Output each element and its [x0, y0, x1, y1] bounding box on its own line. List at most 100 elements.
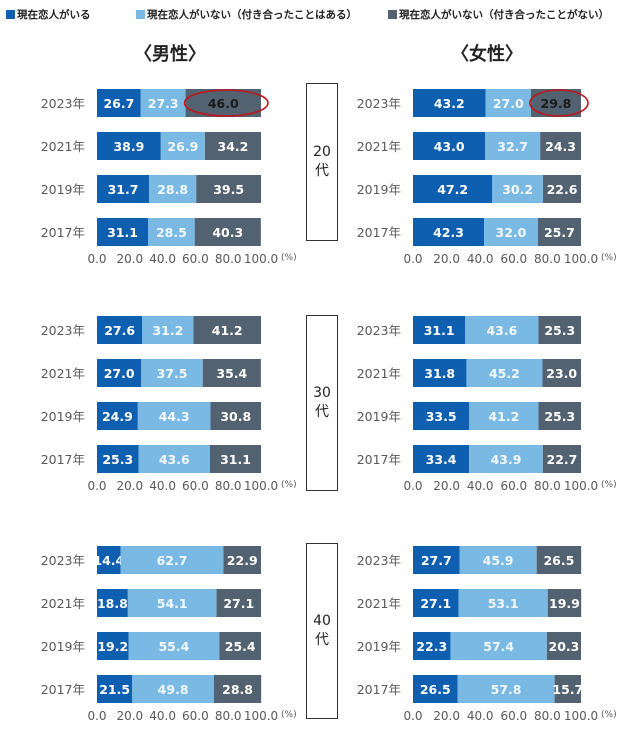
axis-tick-label: 60.0: [182, 252, 209, 266]
bar-segment: [210, 402, 261, 430]
axis-unit-label: (%): [281, 480, 297, 490]
year-label: 2023年: [357, 553, 401, 568]
bar-segment: [536, 546, 582, 574]
data-label: 25.3: [102, 452, 133, 467]
data-label: 53.1: [488, 596, 519, 611]
axis-tick-label: 0.0: [87, 252, 106, 266]
bar-segment: [484, 218, 538, 246]
data-label: 45.2: [489, 366, 520, 381]
axis-tick-label: 80.0: [534, 479, 561, 493]
axis-tick-label: 100.0: [564, 479, 598, 493]
bar-segment: [196, 175, 261, 203]
year-label: 2021年: [41, 366, 85, 381]
data-label: 25.3: [544, 409, 575, 424]
data-label: 30.2: [502, 182, 533, 197]
axis-tick-label: 40.0: [149, 252, 176, 266]
data-label: 41.2: [212, 323, 243, 338]
bar-segment: [538, 316, 581, 344]
bar-segment: [465, 316, 539, 344]
year-label: 2019年: [41, 182, 85, 197]
bar-segment: [209, 445, 261, 473]
bar-segment: [97, 132, 161, 160]
year-label: 2019年: [41, 409, 85, 424]
bar-segment: [194, 218, 261, 246]
bar-segment: [137, 402, 211, 430]
bar-segment: [554, 675, 581, 703]
data-label: 45.9: [483, 553, 514, 568]
data-label: 39.5: [213, 182, 244, 197]
data-label: 35.4: [216, 366, 247, 381]
data-label: 22.9: [227, 553, 258, 568]
bar-segment: [538, 402, 581, 430]
legend-item-no-partner-dated: 現在恋人がいない（付き合ったことはある）: [136, 6, 357, 24]
bar-segment: [485, 132, 541, 160]
year-label: 2023年: [41, 323, 85, 338]
data-label: 62.7: [157, 553, 188, 568]
bar-segment: [413, 632, 451, 660]
highlight-circle: [183, 89, 269, 117]
data-label: 19.2: [97, 639, 128, 654]
bar-segment: [542, 445, 581, 473]
bar-segment: [542, 359, 581, 387]
data-label: 27.3: [148, 96, 179, 111]
year-label: 2017年: [357, 225, 401, 240]
axis-unit-label: (%): [601, 480, 617, 490]
bar-segment: [120, 546, 224, 574]
data-label: 54.1: [157, 596, 188, 611]
axis-tick-label: 100.0: [244, 709, 278, 723]
data-label: 33.4: [426, 452, 457, 467]
age-box-40s: 40 代: [306, 543, 338, 719]
bar-segment: [413, 546, 460, 574]
bar-segment: [97, 359, 142, 387]
age-number: 30: [313, 385, 331, 401]
axis-tick-label: 20.0: [116, 479, 143, 493]
axis-tick-label: 40.0: [467, 252, 494, 266]
axis-tick-label: 80.0: [215, 252, 242, 266]
data-label: 55.4: [158, 639, 189, 654]
data-label: 20.3: [549, 639, 580, 654]
data-label: 25.4: [225, 639, 256, 654]
axis-tick-label: 100.0: [564, 709, 598, 723]
year-label: 2017年: [41, 225, 85, 240]
data-label: 27.1: [223, 596, 254, 611]
bar-segment: [413, 359, 467, 387]
bar-segment: [148, 218, 195, 246]
data-label: 26.7: [103, 96, 134, 111]
bar-segment: [223, 546, 261, 574]
bar-segment: [413, 218, 485, 246]
legend-item-has-partner: 現在恋人がいる: [6, 6, 91, 24]
year-label: 2021年: [41, 139, 85, 154]
bar-segment: [413, 589, 459, 617]
data-label: 22.6: [547, 182, 578, 197]
data-label: 49.8: [158, 682, 189, 697]
data-label: 25.7: [544, 225, 575, 240]
data-label: 27.6: [104, 323, 135, 338]
bar-segment: [546, 632, 581, 660]
bar-segment: [492, 175, 544, 203]
axis-unit-label: (%): [601, 253, 617, 263]
axis-tick-label: 0.0: [403, 252, 422, 266]
legend-swatch: [388, 10, 397, 19]
year-label: 2019年: [357, 639, 401, 654]
axis-tick-label: 20.0: [433, 479, 460, 493]
data-label: 14.4: [93, 553, 124, 568]
data-label: 27.0: [493, 96, 524, 111]
bar-segment: [97, 632, 129, 660]
bar-segment: [413, 675, 458, 703]
bar-segment: [138, 445, 210, 473]
highlight-circle: [529, 89, 589, 117]
age-kanji: 代: [315, 163, 329, 179]
bar-segment: [469, 402, 539, 430]
bar-segment: [459, 546, 537, 574]
bar-segment: [469, 445, 543, 473]
axis-tick-label: 60.0: [500, 479, 527, 493]
data-label: 24.3: [545, 139, 576, 154]
data-label: 31.1: [220, 452, 251, 467]
axis-tick-label: 40.0: [149, 709, 176, 723]
axis-tick-label: 60.0: [500, 709, 527, 723]
data-label: 32.0: [496, 225, 527, 240]
data-label: 32.7: [497, 139, 528, 154]
axis-tick-label: 40.0: [467, 479, 494, 493]
axis-unit-label: (%): [281, 253, 297, 263]
age-number: 40: [313, 613, 331, 629]
